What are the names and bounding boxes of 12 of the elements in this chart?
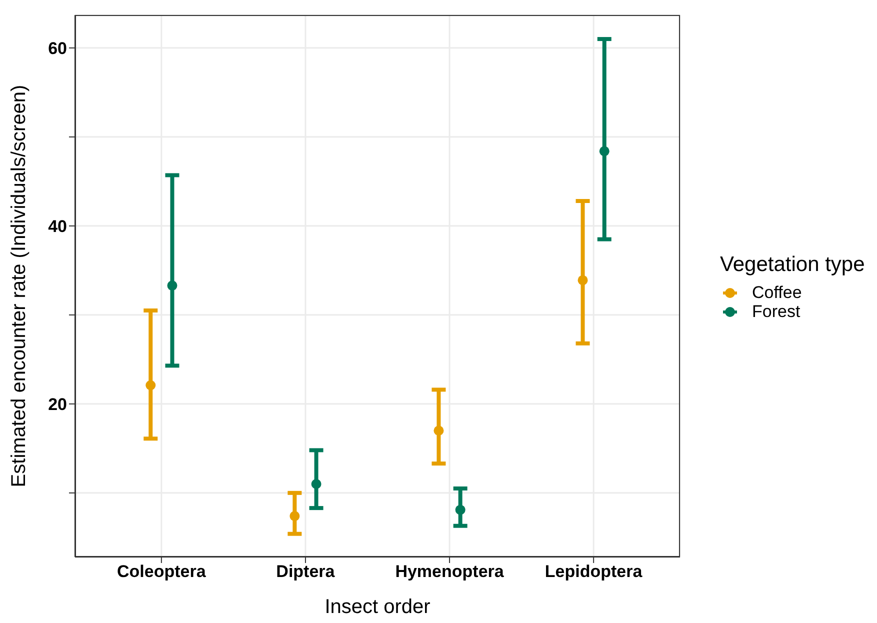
x-tick-label: Hymenoptera xyxy=(395,562,504,582)
y-tick-label: 20 xyxy=(48,394,67,414)
legend-label: Forest xyxy=(752,302,800,322)
x-axis-title: Insect order xyxy=(324,596,431,618)
y-tick-label: 60 xyxy=(48,38,67,58)
legend-title: Vegetation type xyxy=(720,253,865,277)
legend-label: Coffee xyxy=(752,282,802,302)
x-tick-label: Coleoptera xyxy=(117,562,206,582)
y-tick-label: 40 xyxy=(48,216,67,236)
y-axis-title: Estimated encounter rate (Individuals/screen) xyxy=(8,84,30,488)
x-tick-label: Diptera xyxy=(276,562,336,582)
x-tick-label: Lepidoptera xyxy=(544,562,643,582)
